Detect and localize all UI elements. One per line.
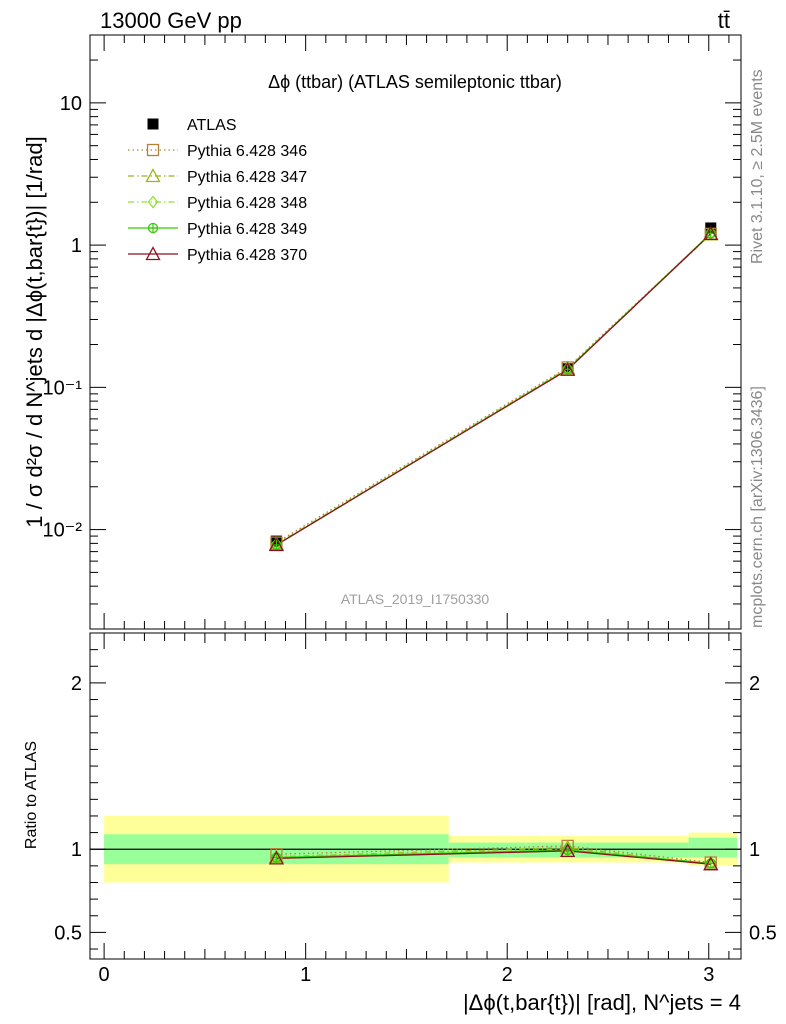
main-frame bbox=[89, 34, 742, 630]
legend-marker-p347 bbox=[145, 168, 161, 183]
ratio-y-axis-label: Ratio to ATLAS bbox=[23, 741, 40, 849]
legend-label-p349: Pythia 6.428 349 bbox=[187, 221, 307, 238]
ratio-y-tick-label-left: 2 bbox=[71, 673, 82, 695]
legend-label-atlas: ATLAS bbox=[187, 117, 237, 134]
rivet-label: Rivet 3.1.10, ≥ 2.5M events bbox=[749, 69, 766, 264]
ratio-y-tick-label-right: 0.5 bbox=[749, 922, 777, 944]
main-point-p370 bbox=[268, 537, 285, 552]
ratio-y-tick-label-left: 0.5 bbox=[54, 922, 82, 944]
ratio-frame bbox=[89, 632, 742, 960]
main-line-p349 bbox=[276, 232, 712, 546]
energy-label: 13000 GeV pp bbox=[100, 8, 242, 33]
main-line-p370 bbox=[276, 233, 712, 546]
main-y-tick-labels: 10⁻² 10⁻¹ 1 10 bbox=[43, 93, 83, 542]
legend-marker-p349 bbox=[147, 222, 159, 234]
main-panel: 10⁻² 10⁻¹ 1 10 Δϕ (ttbar) (ATLAS semilepton… bbox=[22, 34, 742, 630]
legend-label-p346: Pythia 6.428 346 bbox=[187, 143, 307, 160]
ratio-point-p370 bbox=[268, 850, 285, 865]
main-title: Δϕ (ttbar) (ATLAS semileptonic ttbar) bbox=[268, 72, 562, 92]
legend-label-p347: Pythia 6.428 347 bbox=[187, 169, 307, 186]
x-axis-label: |Δϕ(t,bar{t})| [rad], N^jets = 4 bbox=[463, 990, 741, 1015]
ratio-y-tick-label-right: 1 bbox=[749, 839, 760, 861]
main-line-p348 bbox=[276, 233, 712, 545]
main-y-tick-label: 10⁻¹ bbox=[43, 377, 83, 399]
legend: ATLAS Pythia 6.428 346 Pythia 6.428 347 Pyt… bbox=[128, 117, 307, 264]
ratio-point-p370 bbox=[560, 843, 576, 858]
legend-marker-p370 bbox=[145, 246, 161, 261]
main-line-p347 bbox=[276, 233, 712, 545]
ratio-line-p346 bbox=[276, 845, 711, 864]
ratio-y-tick-label-left: 1 bbox=[71, 839, 82, 861]
main-point-p370 bbox=[703, 225, 719, 240]
main-series-lines bbox=[276, 232, 712, 546]
x-tick-label: 0 bbox=[99, 964, 110, 986]
legend-marker-p346 bbox=[146, 143, 160, 157]
main-line-p346 bbox=[276, 233, 712, 544]
main-y-axis-label: 1 / σ d²σ / d N^jets d |Δϕ(t,bar{t})| [1… bbox=[22, 136, 47, 527]
ratio-panel: 0.5 0.5 1 1 2 2 0 1 2 3 Ratio to ATLAS |Δϕ(t,bar{… bbox=[23, 632, 777, 1015]
main-y-tick-label: 10⁻² bbox=[43, 520, 83, 542]
main-y-tick-label: 10 bbox=[60, 93, 82, 115]
mcplots-label: mcplots.cern.ch [arXiv:1306.3436] bbox=[749, 386, 766, 628]
main-point-p370 bbox=[560, 361, 576, 376]
main-series-markers bbox=[268, 222, 719, 552]
legend-marker-atlas bbox=[147, 118, 159, 130]
process-label: tt̄ bbox=[718, 8, 730, 33]
main-y-tick-label: 1 bbox=[71, 235, 82, 257]
ratio-point-p348 bbox=[705, 856, 717, 870]
legend-marker-p348 bbox=[147, 195, 159, 209]
ratio-y-tick-label-right: 2 bbox=[749, 673, 760, 695]
ratio-axis-ticks bbox=[90, 633, 741, 959]
x-tick-label: 2 bbox=[502, 964, 513, 986]
x-tick-label: 1 bbox=[300, 964, 311, 986]
legend-label-p370: Pythia 6.428 370 bbox=[187, 247, 307, 264]
analysis-watermark: ATLAS_2019_I1750330 bbox=[341, 591, 490, 607]
ratio-tick-labels: 0.5 0.5 1 1 2 2 0 1 2 3 bbox=[54, 673, 777, 986]
ratio-band-inner bbox=[688, 837, 737, 858]
x-tick-label: 3 bbox=[703, 964, 714, 986]
ratio-series-markers bbox=[268, 839, 719, 871]
ratio-point-p370 bbox=[703, 856, 719, 871]
legend-label-p348: Pythia 6.428 348 bbox=[187, 195, 307, 212]
